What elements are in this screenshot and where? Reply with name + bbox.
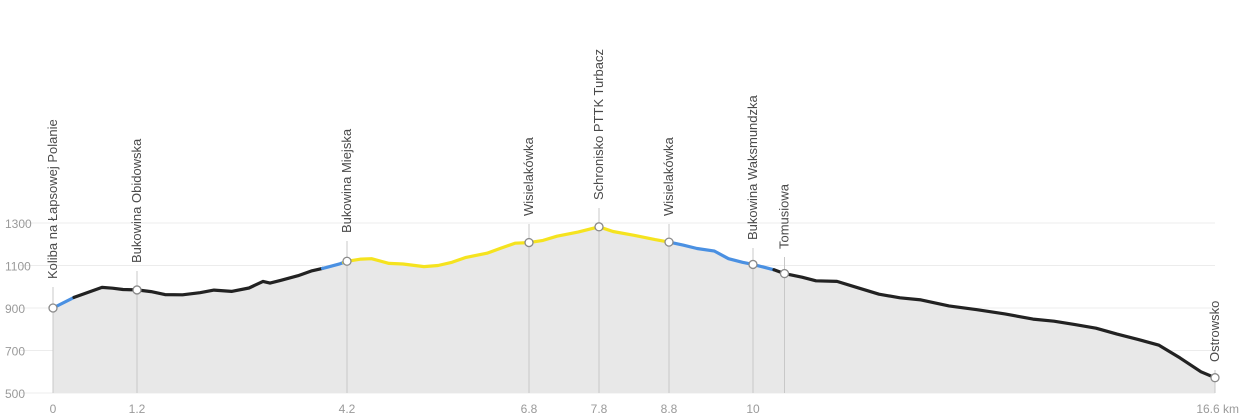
waypoint-marker-7 xyxy=(779,268,790,279)
x-tick-label-0: 0 xyxy=(50,402,57,416)
waypoint-label-0: Koliba na Łapsowej Polanie xyxy=(45,119,60,279)
elevation-line xyxy=(51,225,1217,380)
waypoint-label-2: Bukowina Miejska xyxy=(339,128,354,233)
waypoint-marker-3 xyxy=(524,237,534,248)
waypoint-marker-1 xyxy=(132,285,142,295)
waypoint-label-6: Bukowina Waksmundzka xyxy=(745,94,760,240)
y-tick-label-700: 700 xyxy=(5,345,25,359)
waypoint-label-7: Tomusiowa xyxy=(777,183,792,249)
y-axis-labels: 500 700 900 1100 1300 xyxy=(5,217,32,401)
elevation-area xyxy=(53,226,1215,393)
y-tick-label-1300: 1300 xyxy=(5,217,32,231)
x-tick-label-1-2: 1.2 xyxy=(129,402,146,416)
waypoint-marker-6 xyxy=(748,259,758,270)
waypoint-label-3: Wisielakówka xyxy=(521,136,536,216)
waypoint-label-4: Schronisko PTTK Turbacz xyxy=(591,49,606,200)
y-tick-label-500: 500 xyxy=(5,387,25,401)
elevation-segment-black-1 xyxy=(72,266,325,299)
waypoint-marker-8 xyxy=(1210,373,1220,383)
x-tick-label-8-8: 8.8 xyxy=(661,402,678,416)
waypoint-label-5: Wisielakówka xyxy=(661,136,676,216)
waypoint-label-1: Bukowina Obidowska xyxy=(129,138,144,263)
elevation-area-fill xyxy=(53,226,1215,393)
waypoints: Koliba na Łapsowej Polanie Bukowina Obido… xyxy=(45,49,1222,383)
x-tick-label-6-8: 6.8 xyxy=(521,402,538,416)
y-tick-label-900: 900 xyxy=(5,302,25,316)
x-tick-label-7-8: 7.8 xyxy=(591,402,608,416)
waypoint-label-8: Ostrowsko xyxy=(1207,301,1222,362)
x-tick-label-10: 10 xyxy=(746,402,760,416)
waypoint-marker-0 xyxy=(48,303,58,313)
elevation-segment-blue-2 xyxy=(320,260,346,270)
x-axis-labels: 0 1.2 4.2 6.8 7.8 8.8 10 16.6 km xyxy=(50,402,1239,416)
x-tick-label-16-6-km: 16.6 km xyxy=(1196,402,1239,416)
waypoint-marker-5 xyxy=(664,237,674,247)
elevation-segment-yellow-3 xyxy=(341,225,671,269)
waypoint-marker-4 xyxy=(594,222,604,232)
waypoint-marker-2 xyxy=(342,256,352,266)
x-tick-label-4-2: 4.2 xyxy=(339,402,356,416)
elevation-segment-black-5 xyxy=(772,268,1217,380)
y-tick-label-1100: 1100 xyxy=(5,260,31,274)
